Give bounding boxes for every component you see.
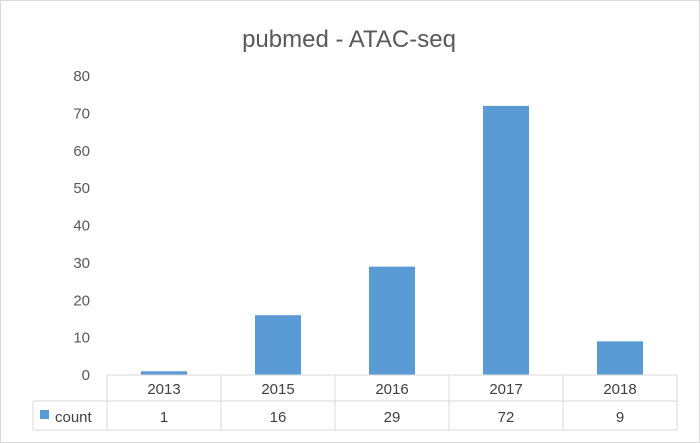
bar-2013 bbox=[141, 371, 187, 375]
y-tick-label: 60 bbox=[73, 143, 90, 160]
y-tick-label: 0 bbox=[82, 367, 90, 384]
data-label: 72 bbox=[498, 409, 515, 426]
y-tick-label: 50 bbox=[73, 180, 90, 197]
y-tick-label: 80 bbox=[73, 68, 90, 85]
x-tick-label: 2017 bbox=[489, 381, 522, 398]
bar-2018 bbox=[597, 341, 643, 375]
legend-swatch bbox=[40, 410, 49, 419]
data-label: 29 bbox=[384, 409, 401, 426]
y-tick-label: 40 bbox=[73, 218, 90, 235]
bar-2016 bbox=[369, 266, 415, 375]
legend-label: count bbox=[55, 409, 93, 426]
y-axis: 0 10 20 30 40 50 60 70 80 bbox=[73, 68, 90, 384]
y-tick-label: 30 bbox=[73, 255, 90, 272]
bar-2015 bbox=[255, 315, 301, 375]
y-tick-label: 10 bbox=[73, 330, 90, 347]
data-label: 1 bbox=[160, 409, 168, 426]
x-tick-label: 2015 bbox=[261, 381, 294, 398]
data-table: 2013 1 2015 16 2016 29 2017 72 2018 9 count bbox=[32, 374, 678, 431]
y-tick-label: 70 bbox=[73, 105, 90, 122]
chart-title: pubmed - ATAC-seq bbox=[242, 26, 456, 53]
x-tick-label: 2013 bbox=[147, 381, 180, 398]
bar-2017 bbox=[483, 105, 529, 376]
x-tick-label: 2016 bbox=[375, 381, 408, 398]
x-tick-label: 2018 bbox=[603, 381, 636, 398]
data-label: 16 bbox=[270, 409, 287, 426]
data-label: 9 bbox=[616, 409, 624, 426]
bars bbox=[141, 105, 643, 376]
y-tick-label: 20 bbox=[73, 292, 90, 309]
